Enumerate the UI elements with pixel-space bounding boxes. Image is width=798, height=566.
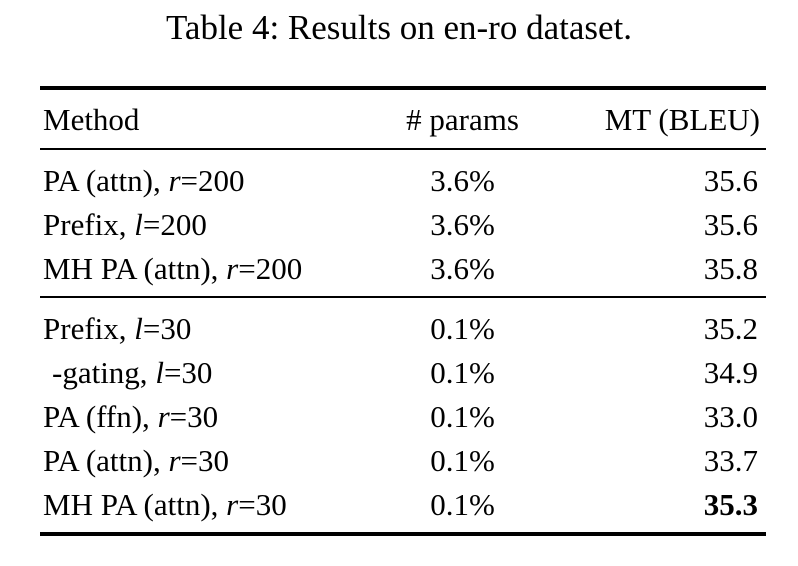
table-caption: Table 4: Results on en-ro dataset. [165,8,633,47]
params-cell: 0.1% [430,398,495,434]
method-cell: MH PA (attn), r=200 [40,253,395,284]
results-table: Method # params MT (BLEU) PA (attn), r=2… [40,86,766,536]
method-cell: PA (ffn), r=30 [40,401,395,432]
table-row: -gating, l=30 0.1% 34.9 [40,350,766,394]
bleu-cell: 34.9 [703,354,758,390]
params-cell: 0.1% [430,310,495,346]
method-cell: Prefix, l=30 [40,313,395,344]
method-value: =30 [142,310,192,346]
top-rule [40,86,766,90]
table-row: MH PA (attn), r=200 3.6% 35.8 [40,246,766,290]
params-cell: 0.1% [430,486,495,522]
params-cell: 3.6% [430,162,495,198]
col-header-params: # params [406,101,519,137]
method-math-variable: r [168,162,181,198]
method-text: PA (ffn), [43,398,158,434]
table-row: PA (ffn), r=30 0.1% 33.0 [40,394,766,438]
method-value: =30 [169,398,219,434]
bleu-cell: 35.8 [703,250,758,286]
group-separator-rule [40,296,766,298]
method-text: PA (attn), [43,442,169,478]
bleu-cell: 33.7 [703,442,758,478]
method-math-variable: r [157,398,170,434]
bottom-rule [40,532,766,536]
params-cell: 0.1% [430,354,495,390]
method-math-variable: l [134,206,143,242]
row-group-large-params: PA (attn), r=200 3.6% 35.6 Prefix, l=200 3.6… [40,150,766,296]
bleu-cell: 35.2 [703,310,758,346]
method-text: PA (attn), [43,162,169,198]
method-math-variable: l [134,310,143,346]
method-value: =200 [142,206,207,242]
bleu-cell: 33.0 [703,398,758,434]
row-group-small-params: Prefix, l=30 0.1% 35.2 -gating, l=30 0.1% 34.… [40,298,766,532]
params-cell: 3.6% [430,250,495,286]
header-rule [40,148,766,150]
method-cell: Prefix, l=200 [40,209,395,240]
method-math-variable: r [226,486,239,522]
col-header-mt-bleu: MT (BLEU) [604,101,760,137]
method-value: =30 [163,354,213,390]
method-text: Prefix, [43,206,135,242]
method-math-variable: r [168,442,181,478]
col-header-method: Method [43,101,140,137]
method-text: MH PA (attn), [43,486,227,522]
bleu-cell: 35.6 [703,206,758,242]
method-value: =200 [238,250,303,286]
method-text: Prefix, [43,310,135,346]
bleu-cell: 35.3 [703,486,758,522]
method-math-variable: l [155,354,164,390]
method-math-variable: r [226,250,239,286]
params-cell: 0.1% [430,442,495,478]
table-row: PA (attn), r=200 3.6% 35.6 [40,158,766,202]
header-row: Method # params MT (BLEU) [40,90,766,148]
method-value: =200 [180,162,245,198]
table-row: MH PA (attn), r=30 0.1% 35.3 [40,482,766,526]
method-cell: MH PA (attn), r=30 [40,489,395,520]
method-text: -gating, [52,354,156,390]
table-row: PA (attn), r=30 0.1% 33.7 [40,438,766,482]
method-text: MH PA (attn), [43,250,227,286]
method-cell: -gating, l=30 [40,357,395,388]
method-value: =30 [238,486,287,522]
table-row: Prefix, l=200 3.6% 35.6 [40,202,766,246]
bleu-cell: 35.6 [703,162,758,198]
method-cell: PA (attn), r=200 [40,165,395,196]
params-cell: 3.6% [430,206,495,242]
method-value: =30 [180,442,230,478]
method-cell: PA (attn), r=30 [40,445,395,476]
table-row: Prefix, l=30 0.1% 35.2 [40,306,766,350]
